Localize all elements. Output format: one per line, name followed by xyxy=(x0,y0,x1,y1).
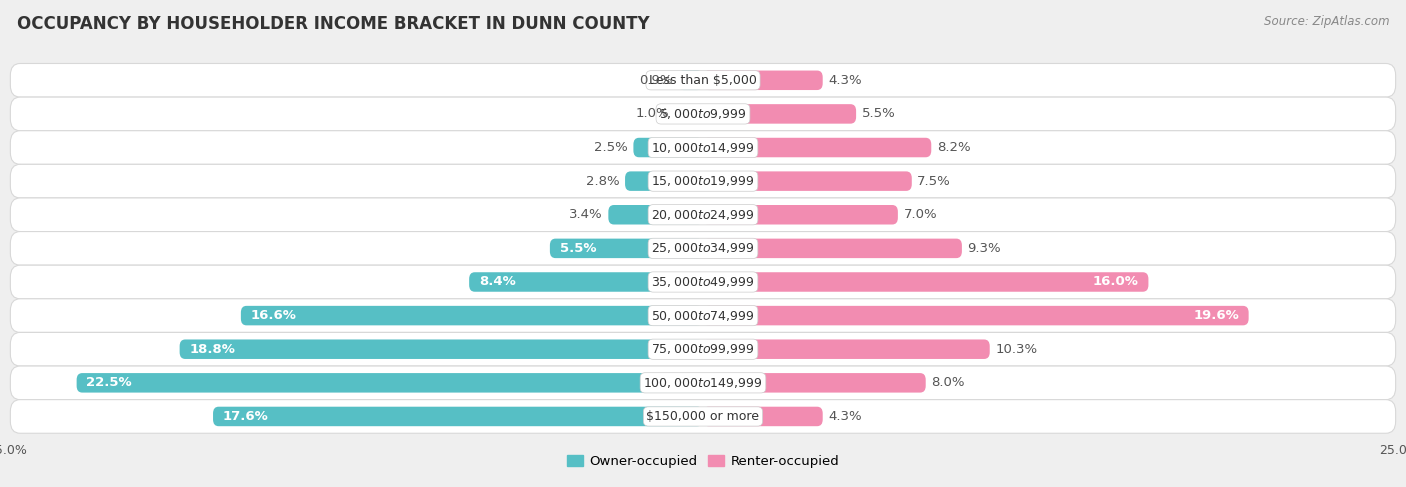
Text: 1.0%: 1.0% xyxy=(636,108,669,120)
Legend: Owner-occupied, Renter-occupied: Owner-occupied, Renter-occupied xyxy=(561,450,845,473)
Text: $10,000 to $14,999: $10,000 to $14,999 xyxy=(651,141,755,154)
FancyBboxPatch shape xyxy=(550,239,703,258)
FancyBboxPatch shape xyxy=(703,171,912,191)
Text: 5.5%: 5.5% xyxy=(560,242,596,255)
Text: 9.3%: 9.3% xyxy=(967,242,1001,255)
Text: $75,000 to $99,999: $75,000 to $99,999 xyxy=(651,342,755,356)
FancyBboxPatch shape xyxy=(609,205,703,225)
Text: 17.6%: 17.6% xyxy=(222,410,269,423)
Text: 0.9%: 0.9% xyxy=(638,74,672,87)
Text: $20,000 to $24,999: $20,000 to $24,999 xyxy=(651,208,755,222)
Text: $50,000 to $74,999: $50,000 to $74,999 xyxy=(651,309,755,322)
FancyBboxPatch shape xyxy=(240,306,703,325)
Text: $100,000 to $149,999: $100,000 to $149,999 xyxy=(644,376,762,390)
Text: 8.2%: 8.2% xyxy=(936,141,970,154)
Text: 3.4%: 3.4% xyxy=(569,208,603,221)
Text: 16.0%: 16.0% xyxy=(1092,276,1139,288)
Text: 10.3%: 10.3% xyxy=(995,343,1038,356)
Text: 4.3%: 4.3% xyxy=(828,410,862,423)
Text: Less than $5,000: Less than $5,000 xyxy=(650,74,756,87)
FancyBboxPatch shape xyxy=(10,63,1396,97)
FancyBboxPatch shape xyxy=(10,265,1396,299)
FancyBboxPatch shape xyxy=(703,205,898,225)
Text: 8.4%: 8.4% xyxy=(479,276,516,288)
Text: OCCUPANCY BY HOUSEHOLDER INCOME BRACKET IN DUNN COUNTY: OCCUPANCY BY HOUSEHOLDER INCOME BRACKET … xyxy=(17,15,650,33)
FancyBboxPatch shape xyxy=(214,407,703,426)
Text: $35,000 to $49,999: $35,000 to $49,999 xyxy=(651,275,755,289)
FancyBboxPatch shape xyxy=(703,407,823,426)
Text: Source: ZipAtlas.com: Source: ZipAtlas.com xyxy=(1264,15,1389,28)
Text: 5.5%: 5.5% xyxy=(862,108,896,120)
FancyBboxPatch shape xyxy=(678,71,703,90)
FancyBboxPatch shape xyxy=(10,131,1396,164)
FancyBboxPatch shape xyxy=(703,373,925,393)
FancyBboxPatch shape xyxy=(10,97,1396,131)
Text: 22.5%: 22.5% xyxy=(86,376,132,389)
FancyBboxPatch shape xyxy=(10,299,1396,333)
Text: 16.6%: 16.6% xyxy=(250,309,297,322)
FancyBboxPatch shape xyxy=(470,272,703,292)
FancyBboxPatch shape xyxy=(10,366,1396,400)
Text: 2.5%: 2.5% xyxy=(595,141,628,154)
Text: 7.5%: 7.5% xyxy=(917,175,950,187)
FancyBboxPatch shape xyxy=(10,164,1396,198)
FancyBboxPatch shape xyxy=(626,171,703,191)
FancyBboxPatch shape xyxy=(675,104,703,124)
FancyBboxPatch shape xyxy=(703,239,962,258)
FancyBboxPatch shape xyxy=(703,306,1249,325)
Text: 18.8%: 18.8% xyxy=(190,343,235,356)
FancyBboxPatch shape xyxy=(703,71,823,90)
FancyBboxPatch shape xyxy=(703,339,990,359)
Text: $5,000 to $9,999: $5,000 to $9,999 xyxy=(659,107,747,121)
Text: 7.0%: 7.0% xyxy=(904,208,936,221)
FancyBboxPatch shape xyxy=(10,231,1396,265)
Text: $150,000 or more: $150,000 or more xyxy=(647,410,759,423)
FancyBboxPatch shape xyxy=(703,138,931,157)
FancyBboxPatch shape xyxy=(703,272,1149,292)
FancyBboxPatch shape xyxy=(180,339,703,359)
Text: $15,000 to $19,999: $15,000 to $19,999 xyxy=(651,174,755,188)
FancyBboxPatch shape xyxy=(703,104,856,124)
FancyBboxPatch shape xyxy=(10,198,1396,231)
Text: 19.6%: 19.6% xyxy=(1194,309,1239,322)
Text: $25,000 to $34,999: $25,000 to $34,999 xyxy=(651,242,755,255)
FancyBboxPatch shape xyxy=(10,333,1396,366)
FancyBboxPatch shape xyxy=(76,373,703,393)
Text: 4.3%: 4.3% xyxy=(828,74,862,87)
Text: 2.8%: 2.8% xyxy=(586,175,620,187)
Text: 8.0%: 8.0% xyxy=(931,376,965,389)
FancyBboxPatch shape xyxy=(633,138,703,157)
FancyBboxPatch shape xyxy=(10,400,1396,433)
